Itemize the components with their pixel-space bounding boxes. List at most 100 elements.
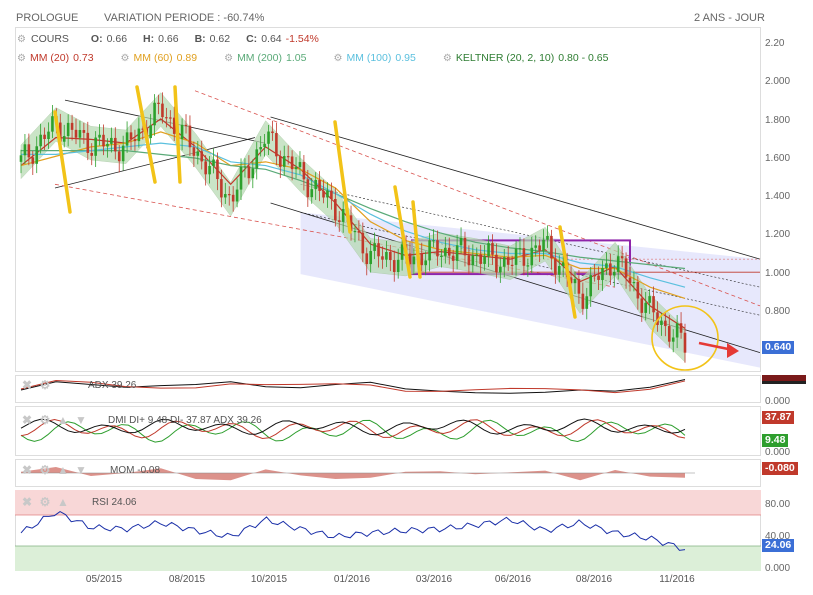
- candle-body: [357, 230, 361, 233]
- yellow-annotation-stroke: [558, 225, 577, 319]
- candle-body: [628, 277, 632, 284]
- di-plus-line: [20, 419, 686, 443]
- low-label: B:: [194, 33, 206, 45]
- yellow-annotation-stroke: [333, 120, 352, 234]
- candle-body: [624, 258, 628, 278]
- rsi-tick-label: 40.00: [765, 531, 791, 542]
- candle-body: [671, 337, 675, 342]
- main-chart-svg[interactable]: [15, 27, 761, 372]
- indicator-legend-item[interactable]: ⚙ MM (20) 0.73: [16, 52, 110, 64]
- arrow-down-icon[interactable]: ▼: [75, 463, 87, 477]
- candle-body: [180, 124, 184, 140]
- open-value: 0.66: [106, 33, 128, 45]
- candle-body: [573, 279, 577, 284]
- adx-panel[interactable]: [15, 375, 761, 403]
- candle-body: [106, 143, 109, 147]
- yellow-annotation-stroke: [53, 110, 72, 214]
- candle-body: [110, 137, 113, 144]
- gear-icon[interactable]: ⚙: [39, 463, 51, 477]
- close-icon[interactable]: ✖: [21, 463, 33, 477]
- indicator-value: 0.80 - 0.65: [558, 52, 609, 64]
- gear-icon[interactable]: ⚙: [39, 413, 51, 427]
- candle-body: [495, 254, 498, 273]
- indicator-legend-item[interactable]: ⚙ MM (100) 0.95: [332, 52, 431, 64]
- candle-body: [656, 312, 659, 325]
- x-tick-label: 06/2016: [494, 574, 532, 585]
- variation-label: VARIATION PERIODE : -60.74%: [104, 12, 264, 24]
- candle-body: [447, 247, 451, 256]
- candle-body: [192, 147, 196, 156]
- gear-icon[interactable]: ⚙: [224, 53, 234, 64]
- indicator-legend-item[interactable]: ⚙ KELTNER (20, 2, 10) 0.80 - 0.65: [442, 52, 625, 64]
- candle-body: [275, 133, 278, 157]
- candle-body: [271, 131, 274, 134]
- candle-body: [483, 256, 486, 264]
- candle-body: [491, 243, 494, 255]
- mom-value: -0.08: [137, 465, 161, 476]
- candle-body: [499, 266, 502, 273]
- candle-body: [212, 159, 215, 167]
- close-value: 0.64: [261, 33, 282, 45]
- candle-body: [141, 128, 145, 130]
- candle-body: [392, 260, 396, 272]
- candle-body: [400, 244, 404, 260]
- candle-body: [620, 256, 624, 259]
- gear-icon[interactable]: ⚙: [442, 53, 452, 64]
- dmi-label-text: DMI DI+: [108, 415, 145, 426]
- candle-body: [235, 189, 239, 202]
- indicator-legend-item[interactable]: ⚙ MM (200) 1.05: [223, 52, 322, 64]
- close-icon[interactable]: ✖: [21, 378, 33, 392]
- candle-body: [247, 166, 251, 179]
- close-icon[interactable]: ✖: [21, 413, 33, 427]
- candle-body: [298, 162, 302, 168]
- gear-icon[interactable]: ⚙: [120, 53, 130, 64]
- mom-panel[interactable]: [15, 459, 761, 487]
- indicator-value: 0.89: [176, 52, 198, 64]
- gear-icon[interactable]: ⚙: [333, 53, 343, 64]
- dmi-panel[interactable]: [15, 406, 761, 456]
- gear-icon[interactable]: ⚙: [39, 378, 51, 392]
- price-tick-label: 1.400: [765, 191, 791, 202]
- indicator-legend-item[interactable]: ⚙ MM (60) 0.89: [120, 52, 214, 64]
- candle-body: [82, 130, 86, 133]
- candle-body: [455, 245, 459, 261]
- close-icon[interactable]: ✖: [21, 495, 33, 509]
- rsi-label-text: RSI: [92, 497, 109, 508]
- candle-body: [408, 253, 412, 265]
- early-channel-lower: [54, 137, 256, 189]
- gear-icon[interactable]: ⚙: [17, 53, 26, 64]
- main-chart-panel[interactable]: [15, 27, 761, 372]
- gear-icon[interactable]: ⚙: [17, 33, 26, 45]
- candle-body: [510, 264, 514, 267]
- candle-body: [436, 240, 439, 257]
- dmi-diplus-value: 9.48: [147, 415, 168, 426]
- arrow-down-icon[interactable]: ▼: [75, 413, 87, 427]
- candle-body: [589, 275, 593, 297]
- rsi-toolbar: ✖ ⚙ ▲: [20, 495, 70, 509]
- ohlc-row: ⚙ COURS O: 0.66 H: 0.66 B: 0.62 C: 0.64 -1.5…: [16, 31, 319, 47]
- period-label[interactable]: 2 ANS - JOUR: [694, 12, 765, 24]
- candle-body: [157, 102, 160, 104]
- high-value: 0.66: [158, 33, 179, 45]
- arrow-up-icon[interactable]: ▲: [57, 463, 69, 477]
- candle-body: [530, 247, 534, 266]
- candle-body: [577, 279, 581, 294]
- mom-label-text: MOM: [110, 465, 135, 476]
- x-tick-label: 03/2016: [415, 574, 453, 585]
- arrow-up-icon[interactable]: ▲: [57, 495, 69, 509]
- price-tick-label: 0.800: [765, 305, 791, 317]
- candle-body: [153, 102, 156, 126]
- candle-body: [51, 116, 54, 132]
- candle-body: [616, 256, 620, 272]
- dmi-toolbar: ✖ ⚙ ▲ ▼: [20, 413, 88, 427]
- candle-body: [475, 254, 479, 256]
- indicator-value: 0.95: [395, 52, 416, 64]
- x-tick-label: 05/2015: [85, 574, 123, 585]
- price-tick-label: 2.000: [765, 76, 791, 88]
- yellow-annotation-stroke: [173, 85, 182, 184]
- candle-body: [279, 156, 282, 167]
- candle-body: [609, 263, 612, 276]
- candle-body: [381, 256, 384, 260]
- arrow-up-icon[interactable]: ▲: [57, 413, 69, 427]
- gear-icon[interactable]: ⚙: [39, 495, 51, 509]
